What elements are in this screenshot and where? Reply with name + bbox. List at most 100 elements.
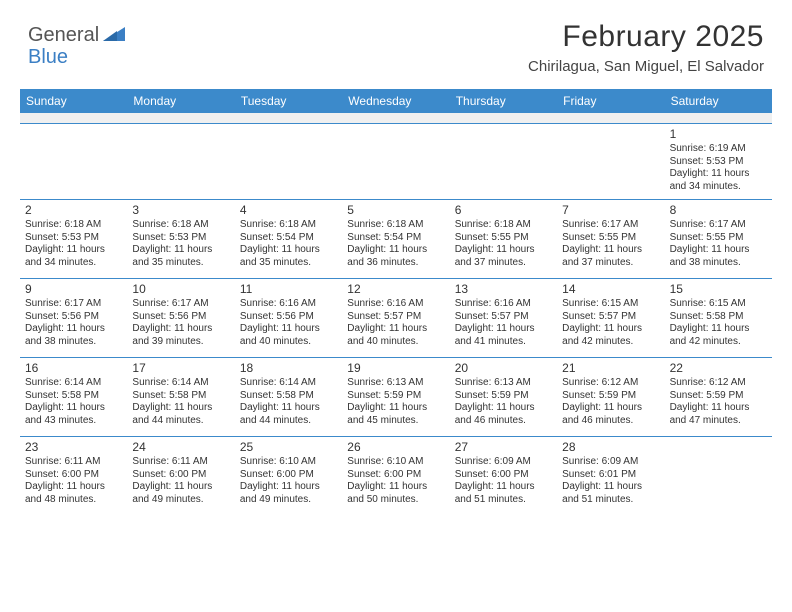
daylight-text: Daylight: 11 hours and 45 minutes.	[347, 402, 444, 427]
sunset-text: Sunset: 5:58 PM	[670, 311, 767, 324]
daylight-text: Daylight: 11 hours and 47 minutes.	[670, 402, 767, 427]
daylight-text: Daylight: 11 hours and 49 minutes.	[240, 481, 337, 506]
daylight-text: Daylight: 11 hours and 37 minutes.	[562, 244, 659, 269]
sunset-text: Sunset: 5:59 PM	[562, 390, 659, 403]
location-text: Chirilagua, San Miguel, El Salvador	[528, 58, 764, 75]
sunset-text: Sunset: 5:57 PM	[562, 311, 659, 324]
sunrise-text: Sunrise: 6:09 AM	[562, 456, 659, 469]
sunrise-text: Sunrise: 6:09 AM	[455, 456, 552, 469]
week-row: 23Sunrise: 6:11 AMSunset: 6:00 PMDayligh…	[20, 436, 772, 515]
day-number: 12	[347, 282, 444, 297]
day-number: 5	[347, 203, 444, 218]
day-number: 15	[670, 282, 767, 297]
sunset-text: Sunset: 5:53 PM	[132, 232, 229, 245]
sunrise-text: Sunrise: 6:14 AM	[132, 377, 229, 390]
sunrise-text: Sunrise: 6:17 AM	[562, 219, 659, 232]
sunrise-text: Sunrise: 6:13 AM	[455, 377, 552, 390]
day-cell-empty	[665, 437, 772, 515]
weekday-header-tuesday: Tuesday	[235, 89, 342, 113]
sunrise-text: Sunrise: 6:13 AM	[347, 377, 444, 390]
daylight-text: Daylight: 11 hours and 48 minutes.	[25, 481, 122, 506]
sunrise-text: Sunrise: 6:10 AM	[347, 456, 444, 469]
day-cell-17: 17Sunrise: 6:14 AMSunset: 5:58 PMDayligh…	[127, 358, 234, 436]
sunrise-text: Sunrise: 6:18 AM	[347, 219, 444, 232]
daylight-text: Daylight: 11 hours and 49 minutes.	[132, 481, 229, 506]
daylight-text: Daylight: 11 hours and 44 minutes.	[240, 402, 337, 427]
day-number: 26	[347, 440, 444, 455]
day-number: 25	[240, 440, 337, 455]
daylight-text: Daylight: 11 hours and 37 minutes.	[455, 244, 552, 269]
sunset-text: Sunset: 5:55 PM	[562, 232, 659, 245]
day-cell-14: 14Sunrise: 6:15 AMSunset: 5:57 PMDayligh…	[557, 279, 664, 357]
sunset-text: Sunset: 5:55 PM	[670, 232, 767, 245]
day-cell-18: 18Sunrise: 6:14 AMSunset: 5:58 PMDayligh…	[235, 358, 342, 436]
sunset-text: Sunset: 5:54 PM	[347, 232, 444, 245]
weekday-header-friday: Friday	[557, 89, 664, 113]
day-cell-empty	[557, 124, 664, 199]
day-cell-8: 8Sunrise: 6:17 AMSunset: 5:55 PMDaylight…	[665, 200, 772, 278]
day-cell-20: 20Sunrise: 6:13 AMSunset: 5:59 PMDayligh…	[450, 358, 557, 436]
sunset-text: Sunset: 6:00 PM	[240, 469, 337, 482]
sunset-text: Sunset: 5:59 PM	[347, 390, 444, 403]
day-number: 24	[132, 440, 229, 455]
sunset-text: Sunset: 5:59 PM	[455, 390, 552, 403]
daylight-text: Daylight: 11 hours and 39 minutes.	[132, 323, 229, 348]
day-number: 8	[670, 203, 767, 218]
sunrise-text: Sunrise: 6:18 AM	[25, 219, 122, 232]
day-cell-10: 10Sunrise: 6:17 AMSunset: 5:56 PMDayligh…	[127, 279, 234, 357]
logo-blue-wrap: Blue	[28, 46, 68, 69]
day-number: 27	[455, 440, 552, 455]
sunset-text: Sunset: 5:59 PM	[670, 390, 767, 403]
header: General February 2025 Chirilagua, San Mi…	[0, 0, 792, 79]
day-cell-6: 6Sunrise: 6:18 AMSunset: 5:55 PMDaylight…	[450, 200, 557, 278]
day-cell-24: 24Sunrise: 6:11 AMSunset: 6:00 PMDayligh…	[127, 437, 234, 515]
daylight-text: Daylight: 11 hours and 42 minutes.	[670, 323, 767, 348]
day-number: 7	[562, 203, 659, 218]
sunrise-text: Sunrise: 6:18 AM	[455, 219, 552, 232]
daylight-text: Daylight: 11 hours and 40 minutes.	[347, 323, 444, 348]
day-cell-empty	[127, 124, 234, 199]
week-row: 2Sunrise: 6:18 AMSunset: 5:53 PMDaylight…	[20, 199, 772, 278]
title-block: February 2025 Chirilagua, San Miguel, El…	[528, 20, 764, 75]
sunset-text: Sunset: 6:00 PM	[455, 469, 552, 482]
logo-text-b: Blue	[28, 46, 68, 68]
daylight-text: Daylight: 11 hours and 46 minutes.	[562, 402, 659, 427]
logo-triangle-icon	[103, 25, 125, 46]
daylight-text: Daylight: 11 hours and 51 minutes.	[455, 481, 552, 506]
day-number: 1	[670, 127, 767, 142]
daylight-text: Daylight: 11 hours and 40 minutes.	[240, 323, 337, 348]
day-cell-25: 25Sunrise: 6:10 AMSunset: 6:00 PMDayligh…	[235, 437, 342, 515]
sunrise-text: Sunrise: 6:16 AM	[240, 298, 337, 311]
week-row: 9Sunrise: 6:17 AMSunset: 5:56 PMDaylight…	[20, 278, 772, 357]
day-cell-4: 4Sunrise: 6:18 AMSunset: 5:54 PMDaylight…	[235, 200, 342, 278]
logo: General	[28, 20, 127, 47]
day-number: 6	[455, 203, 552, 218]
day-number: 17	[132, 361, 229, 376]
page-title: February 2025	[528, 20, 764, 54]
sunrise-text: Sunrise: 6:12 AM	[562, 377, 659, 390]
day-cell-7: 7Sunrise: 6:17 AMSunset: 5:55 PMDaylight…	[557, 200, 664, 278]
sunset-text: Sunset: 5:58 PM	[240, 390, 337, 403]
day-number: 23	[25, 440, 122, 455]
day-cell-empty	[235, 124, 342, 199]
daylight-text: Daylight: 11 hours and 44 minutes.	[132, 402, 229, 427]
logo-text-a: General	[28, 24, 99, 47]
day-cell-5: 5Sunrise: 6:18 AMSunset: 5:54 PMDaylight…	[342, 200, 449, 278]
sunrise-text: Sunrise: 6:19 AM	[670, 143, 767, 156]
calendar: SundayMondayTuesdayWednesdayThursdayFrid…	[20, 89, 772, 515]
sunset-text: Sunset: 6:01 PM	[562, 469, 659, 482]
sunset-text: Sunset: 5:57 PM	[455, 311, 552, 324]
day-cell-1: 1Sunrise: 6:19 AMSunset: 5:53 PMDaylight…	[665, 124, 772, 199]
daylight-text: Daylight: 11 hours and 36 minutes.	[347, 244, 444, 269]
weekday-header-row: SundayMondayTuesdayWednesdayThursdayFrid…	[20, 89, 772, 113]
day-number: 13	[455, 282, 552, 297]
day-cell-3: 3Sunrise: 6:18 AMSunset: 5:53 PMDaylight…	[127, 200, 234, 278]
day-cell-22: 22Sunrise: 6:12 AMSunset: 5:59 PMDayligh…	[665, 358, 772, 436]
sunrise-text: Sunrise: 6:11 AM	[132, 456, 229, 469]
sunset-text: Sunset: 5:58 PM	[132, 390, 229, 403]
week-row: 1Sunrise: 6:19 AMSunset: 5:53 PMDaylight…	[20, 123, 772, 199]
sunset-text: Sunset: 5:54 PM	[240, 232, 337, 245]
day-cell-28: 28Sunrise: 6:09 AMSunset: 6:01 PMDayligh…	[557, 437, 664, 515]
day-cell-empty	[342, 124, 449, 199]
daylight-text: Daylight: 11 hours and 34 minutes.	[670, 168, 767, 193]
